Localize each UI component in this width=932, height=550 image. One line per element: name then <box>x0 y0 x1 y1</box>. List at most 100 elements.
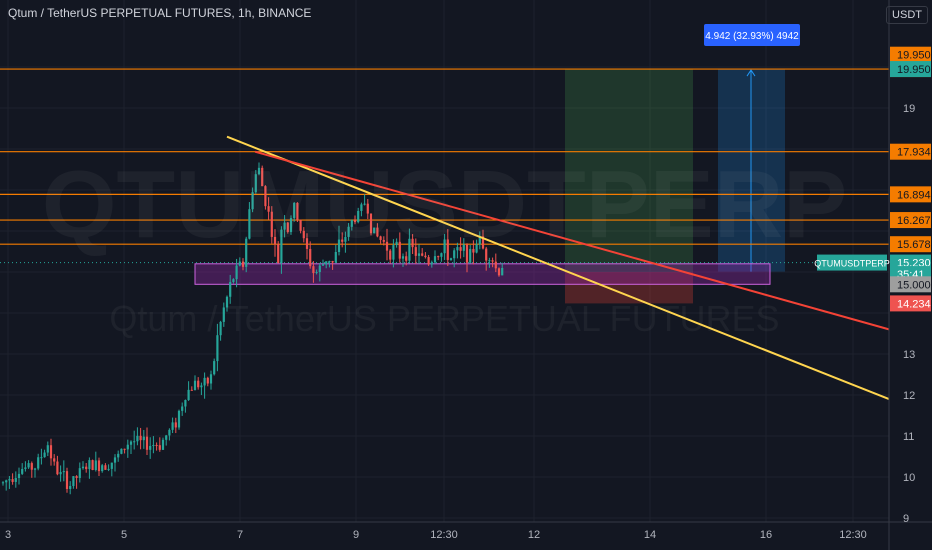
candle-body <box>344 236 347 242</box>
candle-body <box>56 461 59 475</box>
symbol-tag-label: QTUMUSDTPERP <box>814 259 890 269</box>
candle-body <box>443 239 446 254</box>
candle-body <box>360 204 363 211</box>
candle-body <box>168 429 171 436</box>
level-tag <box>890 143 931 160</box>
candle-body <box>101 465 104 472</box>
candle-body <box>379 236 382 240</box>
candle-body <box>257 167 261 175</box>
price-tag <box>890 46 931 63</box>
measure-arrowhead <box>746 69 756 77</box>
candle-body <box>200 385 203 388</box>
candle-body <box>14 477 17 482</box>
candle-body <box>389 250 392 260</box>
measure-label: 4.942 (32.93%) 4942 <box>705 31 799 42</box>
candle-body <box>238 261 241 266</box>
candle-body <box>305 238 309 249</box>
candle-body <box>30 463 33 470</box>
candle-body <box>21 468 24 474</box>
candle-body <box>286 222 289 232</box>
candle-body <box>1 482 5 484</box>
candle-body <box>174 422 177 428</box>
candle-body <box>411 238 414 248</box>
red-trendline[interactable] <box>254 150 890 331</box>
x-tick-label: 14 <box>644 529 656 541</box>
x-tick-label: 9 <box>353 529 359 541</box>
candle-body <box>27 463 30 468</box>
candle-body <box>472 248 475 253</box>
candle-body <box>59 472 62 475</box>
candle-body <box>133 441 136 443</box>
candle-body <box>161 439 165 450</box>
candle-body <box>216 335 219 362</box>
level-tag <box>890 186 931 203</box>
x-tick-label: 16 <box>760 529 772 541</box>
candle-body <box>293 202 296 219</box>
candle-body <box>184 400 187 407</box>
candle-body <box>465 244 469 263</box>
candle-body <box>43 452 46 458</box>
candle-body <box>309 248 312 267</box>
chart-title: Qtum / TetherUS PERPETUAL FUTURES, 1h, B… <box>8 6 312 20</box>
candle-body <box>155 444 158 446</box>
measure-label-bg <box>704 24 800 46</box>
candle-body <box>88 460 91 470</box>
candle-body <box>72 476 75 487</box>
candle-body <box>302 230 305 239</box>
profit-zone[interactable] <box>565 69 693 272</box>
candle-body <box>17 473 21 478</box>
candle-body <box>232 279 235 282</box>
currency-unit-button[interactable]: USDT <box>886 6 928 24</box>
candle-body <box>289 218 293 232</box>
candle-body <box>126 444 129 450</box>
candle-body <box>395 241 398 246</box>
y-tick-label: 12 <box>903 390 915 402</box>
candle-body <box>491 260 494 262</box>
candle-body <box>171 422 174 430</box>
x-tick-label: 7 <box>237 529 243 541</box>
candle-body <box>382 239 385 242</box>
candle-body <box>273 236 277 245</box>
candle-body <box>485 248 488 261</box>
candle-body <box>129 441 133 445</box>
candle-body <box>8 479 11 481</box>
candle-body <box>283 222 286 230</box>
loss-zone[interactable] <box>565 272 693 304</box>
candle-body <box>40 457 43 459</box>
candle-body <box>353 220 357 223</box>
candle-body <box>469 248 472 263</box>
y-tick-label: 19 <box>903 103 915 115</box>
candle-body <box>363 203 366 205</box>
candle-body <box>331 261 334 263</box>
price-tag <box>890 276 931 293</box>
candle-body <box>219 321 222 336</box>
candle-body <box>398 241 401 259</box>
candle-body <box>270 211 273 237</box>
candle-body <box>424 255 427 258</box>
candle-body <box>478 236 481 245</box>
candle-body <box>261 167 264 187</box>
y-tick-label: 13 <box>903 349 915 361</box>
candle-body <box>405 256 408 261</box>
candle-body <box>81 466 85 469</box>
candle-body <box>347 226 350 237</box>
candle-body <box>149 445 152 450</box>
candle-body <box>120 448 123 454</box>
candle-body <box>369 213 373 234</box>
candle-body <box>325 261 328 265</box>
candle-body <box>446 239 449 260</box>
yellow-trendline[interactable] <box>226 135 890 401</box>
candle-body <box>254 174 257 193</box>
candle-body <box>197 380 200 388</box>
candle-body <box>437 256 440 258</box>
symbol-tag <box>817 254 887 271</box>
candle-body <box>49 445 53 459</box>
candle-body <box>277 244 280 264</box>
support-zone[interactable] <box>194 263 771 285</box>
candle-body <box>123 448 126 450</box>
price-tag <box>890 61 931 78</box>
candle-body <box>341 239 344 242</box>
candle-body <box>91 460 94 471</box>
